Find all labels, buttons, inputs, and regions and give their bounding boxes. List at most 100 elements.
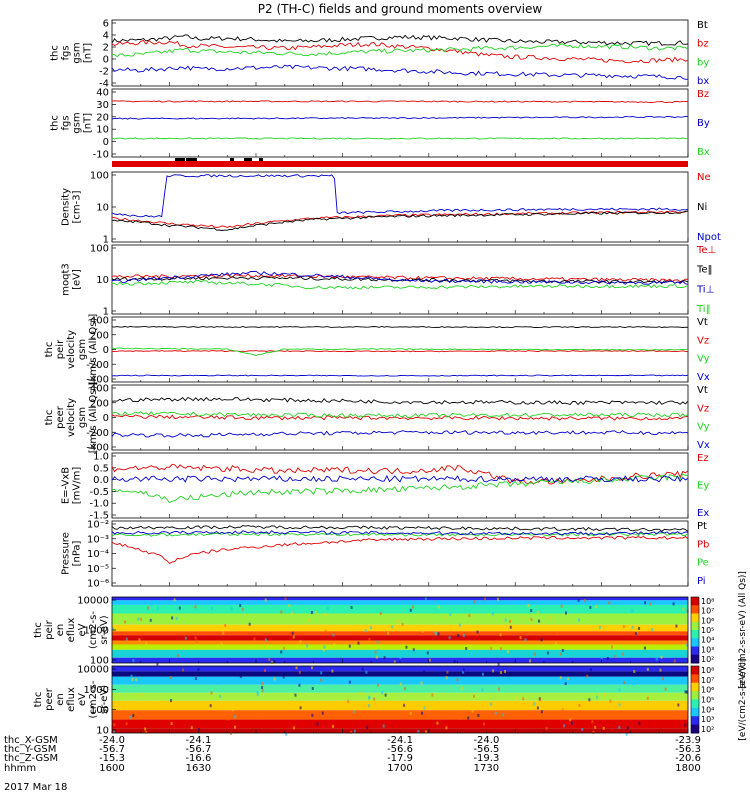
colorbar-tick: 10² bbox=[701, 725, 714, 734]
heatmap-speckle bbox=[150, 602, 153, 606]
heatmap-speckle bbox=[581, 727, 584, 731]
ylabel-line: sr-eV) bbox=[99, 685, 110, 714]
xaxis-value: -56.3 bbox=[675, 744, 701, 755]
heatmap-speckle bbox=[171, 616, 174, 620]
heatmap-speckle bbox=[533, 652, 536, 656]
panel-peer_eflux: thcpeerenefluxeV(cm2-s-sr-eV)10⁸10⁷10⁶10… bbox=[33, 658, 748, 740]
ylabel-line: [km/s (All Qs)] bbox=[88, 382, 99, 454]
ylabel-line: (cm2-s- bbox=[88, 680, 99, 718]
legend-Bz: Bz bbox=[697, 89, 709, 100]
heatmap-speckle bbox=[320, 678, 323, 682]
heatmap-speckle bbox=[131, 678, 134, 682]
heatmap-speckle bbox=[113, 730, 116, 734]
heatmap-speckle bbox=[292, 635, 295, 639]
heatmap-speckle bbox=[598, 625, 601, 629]
ylabel-pressure: Pressure[nPa] bbox=[61, 532, 83, 575]
heatmap-speckle bbox=[508, 619, 511, 623]
ylabel-line: peer bbox=[44, 687, 55, 711]
heatmap-speckle bbox=[384, 693, 387, 697]
ytick-label: 200 bbox=[90, 398, 109, 409]
heatmap-speckle bbox=[631, 609, 634, 613]
heatmap-speckle bbox=[322, 648, 325, 652]
legend-Vt: Vt bbox=[697, 385, 708, 396]
legend-by: by bbox=[697, 57, 709, 68]
heatmap-speckle bbox=[393, 660, 396, 664]
heatmap-speckle bbox=[377, 649, 380, 653]
heatmap-speckle bbox=[387, 631, 390, 635]
heatmap-speckle bbox=[411, 605, 414, 609]
heatmap-speckle bbox=[420, 681, 423, 685]
panel-temp: moqt3[eV] 100 10 1 Te⊥ Te‖ Ti⊥ Ti‖ bbox=[61, 244, 717, 318]
heatmap-speckle bbox=[437, 632, 440, 636]
heatmap-speckle bbox=[540, 638, 543, 642]
ytick-label: 200 bbox=[90, 330, 109, 341]
heatmap-speckle bbox=[473, 600, 476, 604]
heatmap-speckle bbox=[589, 668, 592, 672]
ylabel-line: gsm bbox=[77, 407, 88, 428]
ytick-label: -10 bbox=[93, 150, 109, 161]
heatmap-speckle bbox=[182, 668, 185, 672]
quality-flag-mark bbox=[186, 158, 197, 161]
ytick-label: 10 bbox=[96, 125, 109, 136]
ytick-label: -1.5 bbox=[89, 511, 109, 522]
ylabel-line: thc bbox=[44, 410, 55, 426]
heatmap-speckle bbox=[618, 703, 621, 707]
heatmap-speckle bbox=[332, 633, 335, 637]
heatmap-speckle bbox=[445, 726, 448, 730]
series-peervel-Vy bbox=[111, 411, 689, 418]
colorbar-band bbox=[691, 621, 699, 631]
colorbar-band bbox=[691, 654, 699, 664]
heatmap-speckle bbox=[280, 610, 283, 614]
heatmap-speckle bbox=[403, 703, 406, 707]
legend-Pi: Pi bbox=[697, 576, 706, 587]
ylabel-line: gsm bbox=[72, 112, 83, 133]
ytick-label: 10 bbox=[96, 203, 109, 214]
heatmap-speckle bbox=[265, 638, 268, 642]
heatmap-speckle bbox=[472, 694, 475, 698]
heatmap-speckle bbox=[132, 659, 135, 663]
ylabel-line: fgs bbox=[61, 115, 72, 130]
ytick-label: 10 bbox=[96, 726, 109, 737]
heatmap-speckle bbox=[282, 626, 285, 630]
heatmap-band bbox=[112, 640, 688, 645]
ylabel-line: eV bbox=[77, 693, 88, 706]
heatmap-speckle bbox=[618, 725, 621, 729]
heatmap-speckle bbox=[132, 714, 135, 718]
heatmap-speckle bbox=[462, 668, 465, 672]
heatmap-speckle bbox=[261, 682, 264, 686]
ytick-label: 0 bbox=[103, 55, 109, 66]
heatmap-speckle bbox=[644, 601, 647, 605]
legend-Ez: Ez bbox=[697, 453, 709, 464]
heatmap-speckle bbox=[635, 631, 638, 635]
ylabel-peir_eflux: thcpeirenefluxeV(cm2-s-sr-eV) bbox=[33, 611, 110, 649]
ylabel-line: sr-eV) bbox=[99, 615, 110, 644]
heatmap-speckle bbox=[331, 669, 334, 673]
heatmap-speckle bbox=[306, 619, 309, 623]
legend-Npot: Npot bbox=[697, 232, 721, 243]
xaxis-value: -19.3 bbox=[473, 753, 499, 764]
heatmap-speckle bbox=[291, 631, 294, 635]
heatmap-speckle bbox=[565, 611, 568, 615]
ylabel-efield: E=-VxB[mV/m] bbox=[61, 467, 83, 505]
ytick-label: 30 bbox=[96, 100, 109, 111]
legend-Vx: Vx bbox=[697, 372, 710, 383]
ytick-label: 1000 bbox=[84, 685, 109, 696]
heatmap-speckle bbox=[220, 642, 223, 646]
ytick-label: 40 bbox=[96, 88, 109, 99]
ytick-label: 10⁻⁴ bbox=[87, 549, 109, 560]
ylabel-line: thc bbox=[50, 45, 61, 61]
panel-frame bbox=[111, 452, 689, 519]
heatmap-speckle bbox=[453, 660, 456, 664]
heatmap-speckle bbox=[198, 728, 201, 732]
heatmap-speckle bbox=[483, 597, 486, 601]
heatmap-speckle bbox=[175, 617, 178, 621]
heatmap-speckle bbox=[399, 682, 402, 686]
heatmap-speckle bbox=[412, 648, 415, 652]
ylabel-line: thc bbox=[33, 692, 44, 708]
heatmap-speckle bbox=[396, 619, 399, 623]
heatmap-speckle bbox=[538, 619, 541, 623]
xaxis-value: 1800 bbox=[675, 763, 700, 774]
series-peervel-Vx bbox=[111, 430, 689, 438]
heatmap-speckle bbox=[677, 703, 680, 707]
